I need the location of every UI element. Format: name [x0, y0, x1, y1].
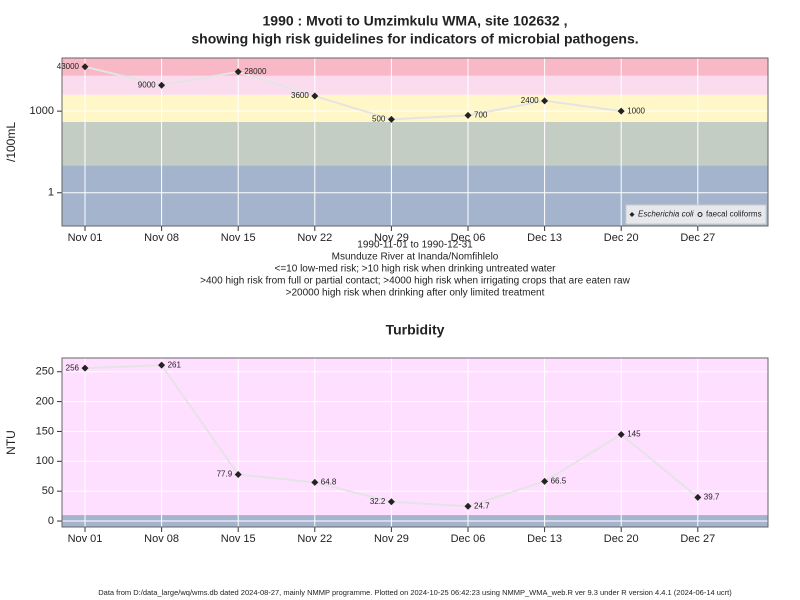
value-label: 700	[474, 110, 488, 119]
chart-title: Turbidity	[386, 322, 445, 338]
note: >400 high risk from full or partial cont…	[200, 276, 630, 287]
y-tick-label: 0	[48, 515, 54, 527]
x-tick-label: Nov 22	[297, 533, 332, 545]
legend-label: faecal coliforms	[706, 210, 762, 219]
value-label: 32.2	[370, 497, 386, 506]
y-tick-label: 100	[36, 455, 54, 467]
value-label: 500	[372, 114, 386, 123]
note: 1990-11-01 to 1990-12-31	[357, 240, 473, 251]
y-tick-label: 1000	[30, 105, 54, 117]
x-tick-label: Nov 15	[221, 232, 256, 244]
y-tick-label: 250	[36, 366, 54, 378]
series-line	[84, 65, 622, 121]
value-label: 43000	[57, 62, 80, 71]
risk-band	[62, 75, 768, 95]
chart-title: 1990 : Mvoti to Umzimkulu WMA, site 1026…	[263, 13, 568, 29]
value-label: 77.9	[217, 470, 233, 479]
plot-frame	[61, 357, 769, 528]
data-point	[158, 361, 166, 369]
data-point	[464, 111, 472, 119]
x-tick-label: Nov 15	[221, 533, 256, 545]
x-tick-label: Nov 29	[374, 232, 409, 244]
x-tick-label: Dec 13	[527, 232, 562, 244]
legend-box	[625, 204, 767, 225]
x-tick-label: Nov 08	[144, 232, 179, 244]
data-point	[464, 502, 472, 510]
data-point	[234, 68, 242, 76]
x-tick-label: Nov 29	[374, 533, 409, 545]
data-point	[541, 97, 549, 105]
x-tick-label: Dec 13	[527, 533, 562, 545]
chart-title: showing high risk guidelines for indicat…	[191, 31, 638, 47]
value-label: 256	[66, 363, 80, 372]
legend-label: Escherichia coli	[638, 210, 694, 219]
y-tick-label: 50	[42, 485, 54, 497]
y-axis-label: /100mL	[4, 122, 18, 162]
risk-band	[62, 121, 768, 166]
risk-band	[62, 358, 768, 516]
y-tick-label: 1	[48, 187, 54, 199]
data-point	[81, 364, 89, 372]
x-tick-label: Dec 20	[604, 232, 639, 244]
value-label: 66.5	[551, 476, 567, 485]
legend-marker	[629, 212, 635, 217]
value-label: 28000	[244, 67, 267, 76]
note: <=10 low-med risk; >10 high risk when dr…	[275, 264, 557, 275]
data-point	[617, 430, 625, 438]
y-tick-label: 150	[36, 425, 54, 437]
value-label: 1000	[627, 106, 645, 115]
risk-band	[62, 58, 768, 76]
x-tick-label: Nov 01	[68, 232, 103, 244]
x-tick-label: Nov 22	[297, 232, 332, 244]
plot-frame	[61, 57, 769, 227]
data-point	[234, 471, 242, 479]
y-axis-label: NTU	[4, 430, 18, 455]
legend-marker	[697, 212, 703, 217]
x-tick-label: Dec 20	[604, 533, 639, 545]
data-point	[158, 81, 166, 89]
value-label: 24.7	[474, 501, 490, 510]
x-tick-label: Dec 27	[680, 232, 715, 244]
x-tick-label: Nov 01	[68, 533, 103, 545]
data-point	[311, 478, 319, 486]
x-tick-label: Dec 06	[451, 533, 486, 545]
data-point	[81, 63, 89, 71]
x-tick-label: Dec 27	[680, 533, 715, 545]
value-label: 39.7	[704, 492, 720, 501]
value-label: 9000	[138, 80, 156, 89]
value-label: 261	[168, 360, 182, 369]
y-tick-label: 200	[36, 395, 54, 407]
data-point	[541, 477, 549, 485]
data-point	[311, 92, 319, 100]
data-point	[694, 493, 702, 501]
footer: Data from D:/data_large/wq/wms.db dated …	[98, 588, 732, 597]
x-tick-label: Dec 06	[451, 232, 486, 244]
value-label: 3600	[291, 91, 309, 100]
x-tick-label: Nov 08	[144, 533, 179, 545]
data-point	[387, 115, 395, 123]
note: Msunduze River at Inanda/Nomfihlelo	[332, 252, 499, 263]
value-label: 2400	[521, 96, 539, 105]
note: >20000 high risk when drinking after onl…	[286, 288, 545, 299]
data-point	[387, 498, 395, 506]
data-point	[617, 107, 625, 115]
value-label: 64.8	[321, 477, 337, 486]
value-label: 145	[627, 430, 641, 439]
